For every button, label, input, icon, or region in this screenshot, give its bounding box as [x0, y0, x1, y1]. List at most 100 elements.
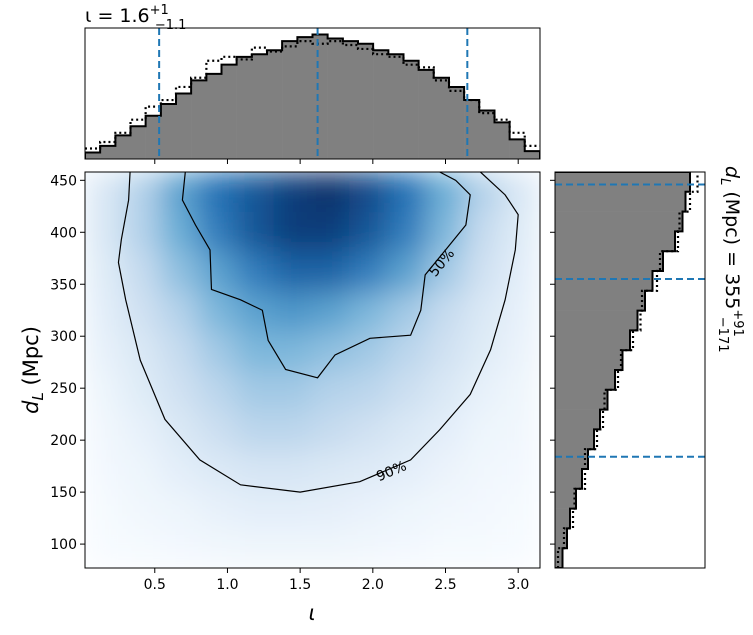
- density-cell: [85, 330, 124, 372]
- density-cell: [501, 449, 540, 490]
- hist-bar: [221, 64, 237, 159]
- title-y-sub: −171: [715, 317, 730, 353]
- density-cell: [160, 330, 199, 372]
- density-cell: [426, 250, 465, 293]
- x-tick-label: 3.0: [507, 577, 529, 593]
- density-cell: [197, 250, 237, 293]
- density-cell: [85, 409, 124, 451]
- density-cell: [501, 172, 540, 212]
- density-cell: [311, 488, 351, 530]
- hist-bar: [494, 122, 510, 159]
- y-tick-label: 200: [50, 433, 77, 449]
- density-clip: [85, 172, 540, 568]
- y-label-rest: (Mpc): [19, 326, 43, 392]
- density-cell: [311, 250, 351, 293]
- density-cell: [85, 449, 124, 490]
- density-cell: [501, 291, 540, 332]
- x-tick-label: 1.0: [216, 577, 238, 593]
- density-cell: [426, 370, 465, 411]
- hist-bar: [555, 409, 600, 430]
- title-y-rest: (Mpc) = 355: [721, 185, 743, 309]
- density-cell: [463, 528, 503, 568]
- right-marginal: [555, 172, 705, 568]
- density-cell: [235, 528, 275, 568]
- hist-outline: [85, 40, 540, 150]
- hist-outline: [556, 172, 699, 568]
- density-cell: [235, 488, 275, 530]
- density-cell: [386, 528, 428, 568]
- density-cell: [197, 172, 237, 212]
- hist-bar: [555, 211, 683, 232]
- density-cell: [273, 488, 313, 530]
- top-frame: [84, 27, 541, 160]
- hist-bar: [555, 508, 570, 529]
- hist-bar: [160, 103, 177, 159]
- density-cell: [349, 210, 388, 252]
- title-main: ι = 1.6: [85, 5, 150, 27]
- density-cell: [235, 210, 275, 252]
- density-cell: [386, 172, 428, 212]
- hist-bar: [312, 34, 328, 159]
- hist-bar: [115, 135, 131, 159]
- title-sub: −1.1: [155, 18, 187, 33]
- y-axis-label: dL (Mpc): [19, 326, 47, 414]
- density-cell: [386, 210, 428, 252]
- hist-bar: [176, 93, 192, 159]
- contours: [117, 172, 519, 493]
- title-y-sup: +91: [730, 309, 745, 336]
- density-cell: [349, 330, 388, 372]
- density-cell: [85, 250, 124, 293]
- title-y: dL (Mpc) = 355+91−171: [715, 166, 745, 353]
- hist-bar: [555, 488, 576, 509]
- hist-bar: [358, 43, 374, 159]
- density-cell: [160, 250, 199, 293]
- density-cell: [426, 210, 465, 252]
- y-tick-label: 350: [50, 277, 77, 293]
- density-cell: [463, 488, 503, 530]
- hist-bar: [479, 110, 495, 159]
- density-cell: [386, 250, 428, 293]
- hist-bar: [373, 50, 389, 159]
- density-cell: [85, 488, 124, 530]
- y-tick-label: 150: [50, 485, 77, 501]
- hist-bar: [403, 60, 419, 159]
- density-cell: [311, 370, 351, 411]
- hist-bar: [555, 528, 567, 549]
- y-tick-label: 250: [50, 381, 77, 397]
- hist-bar: [85, 152, 101, 159]
- hist-bar: [327, 38, 344, 159]
- density-cell: [386, 291, 428, 332]
- density-cell: [197, 488, 237, 530]
- density-cell: [273, 370, 313, 411]
- hist-bar: [555, 429, 594, 450]
- density-cell: [160, 291, 199, 332]
- density-cell: [85, 291, 124, 332]
- density-cell: [235, 370, 275, 411]
- hist-bar: [555, 310, 638, 331]
- density-cell: [273, 449, 313, 490]
- density-cell: [501, 330, 540, 372]
- density-cell: [197, 210, 237, 252]
- hist-bar: [555, 469, 582, 490]
- density-cell: [501, 528, 540, 568]
- main-frame: [84, 171, 541, 569]
- density-cell: [85, 210, 124, 252]
- density-cell: [349, 409, 388, 451]
- x-tick-label: 2.0: [362, 577, 384, 593]
- density-cell: [349, 250, 388, 293]
- density-cell: [349, 488, 388, 530]
- density-cell: [273, 330, 313, 372]
- density-cell: [501, 370, 540, 411]
- density-cell: [463, 409, 503, 451]
- density-cell: [349, 291, 388, 332]
- density-cell: [311, 291, 351, 332]
- hist-bar: [509, 139, 526, 159]
- hist-bar: [555, 191, 686, 212]
- density-cell: [160, 370, 199, 411]
- title-y-main: d: [721, 166, 743, 179]
- density-cell: [311, 210, 351, 252]
- hist-bar: [555, 548, 563, 568]
- hist-bar: [191, 80, 207, 159]
- density-cell: [501, 210, 540, 252]
